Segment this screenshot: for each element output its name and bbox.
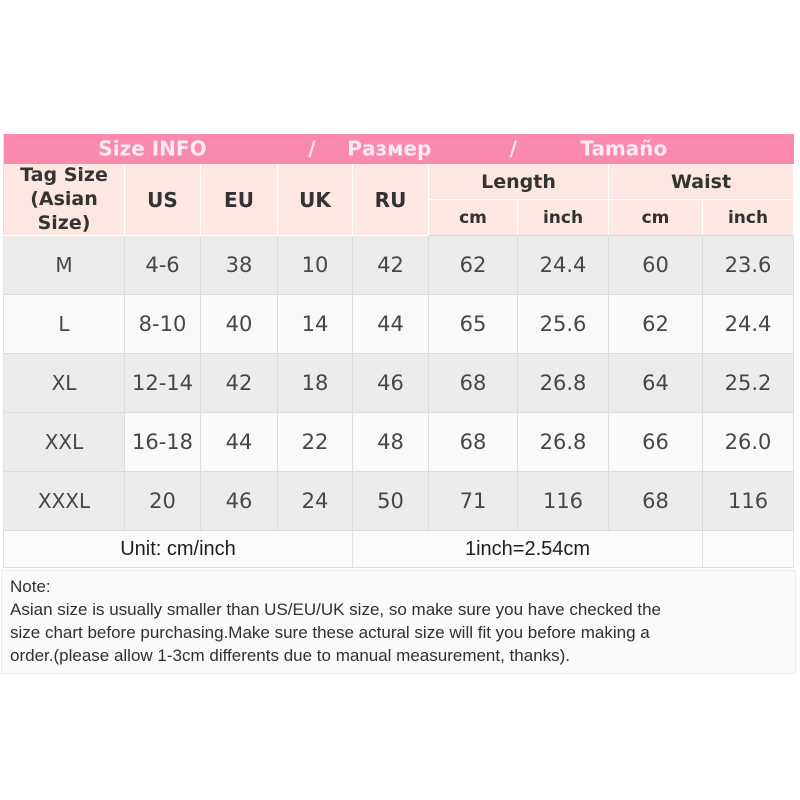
cell-eu: 42: [200, 353, 278, 414]
title-razmer: Размер: [347, 136, 432, 161]
cell-length-inch: 26.8: [517, 412, 609, 473]
cell-waist-cm: 66: [608, 412, 703, 473]
footer-empty-cell: [702, 530, 795, 569]
header-uk: UK: [277, 164, 353, 237]
cell-waist-inch: 23.6: [702, 235, 795, 296]
title-separator-1: /: [308, 136, 316, 161]
cell-waist-cm: 64: [608, 353, 703, 414]
note-line-3: order.(please allow 1-3cm differents due…: [10, 646, 571, 665]
cell-size-label: XXXL: [3, 471, 125, 532]
title-size-info: Size INFO: [98, 136, 207, 161]
cell-ru: 46: [352, 353, 429, 414]
header-tag-size-line2: (Asian Size): [30, 187, 98, 234]
note-section: Note: Asian size is usually smaller than…: [1, 570, 796, 674]
cell-length-inch: 24.4: [517, 235, 609, 296]
cell-length-inch: 116: [517, 471, 609, 532]
title-separator-2: /: [509, 136, 517, 161]
table-row-xxl: XXL 16-18 44 22 48 68 26.8 66 26.0: [3, 412, 795, 473]
table-row-xxxl: XXXL 20 46 24 50 71 116 68 116: [3, 471, 795, 532]
cell-uk: 24: [277, 471, 353, 532]
cell-waist-cm: 62: [608, 294, 703, 355]
cell-length-cm: 68: [428, 412, 518, 473]
cell-length-cm: 68: [428, 353, 518, 414]
cell-eu: 40: [200, 294, 278, 355]
cell-size-label: M: [3, 235, 125, 296]
cell-waist-inch: 116: [702, 471, 795, 532]
note-line-2: size chart before purchasing.Make sure t…: [10, 623, 650, 642]
cell-ru: 44: [352, 294, 429, 355]
header-length-group: Length: [428, 164, 609, 201]
cell-waist-inch: 24.4: [702, 294, 795, 355]
title-band-content: Size INFO / Размер / Tamaño: [4, 134, 794, 164]
cell-waist-inch: 26.0: [702, 412, 795, 473]
subheader-row: cm inch cm inch: [4, 199, 795, 237]
conversion-label: 1inch=2.54cm: [352, 530, 703, 569]
cell-waist-cm: 60: [608, 235, 703, 296]
header-row: Tag Size (Asian Size) US EU UK RU Length…: [3, 164, 795, 237]
cell-length-cm: 71: [428, 471, 518, 532]
header-tag-size: Tag Size (Asian Size): [3, 164, 125, 237]
subheader-waist-inch: inch: [702, 199, 795, 237]
cell-length-cm: 65: [428, 294, 518, 355]
cell-uk: 18: [277, 353, 353, 414]
title-tamano: Tamaño: [580, 136, 668, 161]
cell-us: 20: [124, 471, 201, 532]
title-band-cell: Size INFO / Размер / Tamaño: [2, 134, 794, 164]
cell-us: 16-18: [124, 412, 201, 473]
cell-length-cm: 62: [428, 235, 518, 296]
subheader-waist-cm: cm: [608, 199, 703, 237]
header-eu: EU: [200, 164, 278, 237]
cell-eu: 46: [200, 471, 278, 532]
size-chart-table: Size INFO / Размер / Tamaño Tag Size (As…: [2, 134, 795, 569]
table-row-xl: XL 12-14 42 18 46 68 26.8 64 25.2: [3, 353, 795, 414]
cell-ru: 48: [352, 412, 429, 473]
cell-uk: 10: [277, 235, 353, 296]
table-title-band: Size INFO / Размер / Tamaño: [2, 134, 794, 164]
cell-ru: 50: [352, 471, 429, 532]
cell-uk: 22: [277, 412, 353, 473]
cell-ru: 42: [352, 235, 429, 296]
unit-label: Unit: cm/inch: [3, 530, 353, 569]
cell-eu: 38: [200, 235, 278, 296]
header-us: US: [124, 164, 201, 237]
table-row-l: L 8-10 40 14 44 65 25.6 62 24.4: [3, 294, 795, 355]
subheader-length-cm: cm: [428, 199, 518, 237]
cell-us: 8-10: [124, 294, 201, 355]
cell-length-inch: 26.8: [517, 353, 609, 414]
cell-size-label: XXL: [3, 412, 125, 473]
header-waist-group: Waist: [608, 164, 795, 201]
cell-us: 4-6: [124, 235, 201, 296]
cell-size-label: L: [3, 294, 125, 355]
header-ru: RU: [352, 164, 429, 237]
cell-us: 12-14: [124, 353, 201, 414]
header-tag-size-line1: Tag Size: [20, 164, 108, 186]
table-footer-row: Unit: cm/inch 1inch=2.54cm: [3, 530, 795, 569]
subheader-length-inch: inch: [517, 199, 609, 237]
cell-length-inch: 25.6: [517, 294, 609, 355]
table-row-m: M 4-6 38 10 42 62 24.4 60 23.6: [3, 235, 795, 296]
cell-size-label: XL: [3, 353, 125, 414]
note-title: Note:: [10, 577, 51, 596]
cell-waist-cm: 68: [608, 471, 703, 532]
cell-waist-inch: 25.2: [702, 353, 795, 414]
cell-uk: 14: [277, 294, 353, 355]
cell-eu: 44: [200, 412, 278, 473]
note-line-1: Asian size is usually smaller than US/EU…: [10, 600, 662, 619]
